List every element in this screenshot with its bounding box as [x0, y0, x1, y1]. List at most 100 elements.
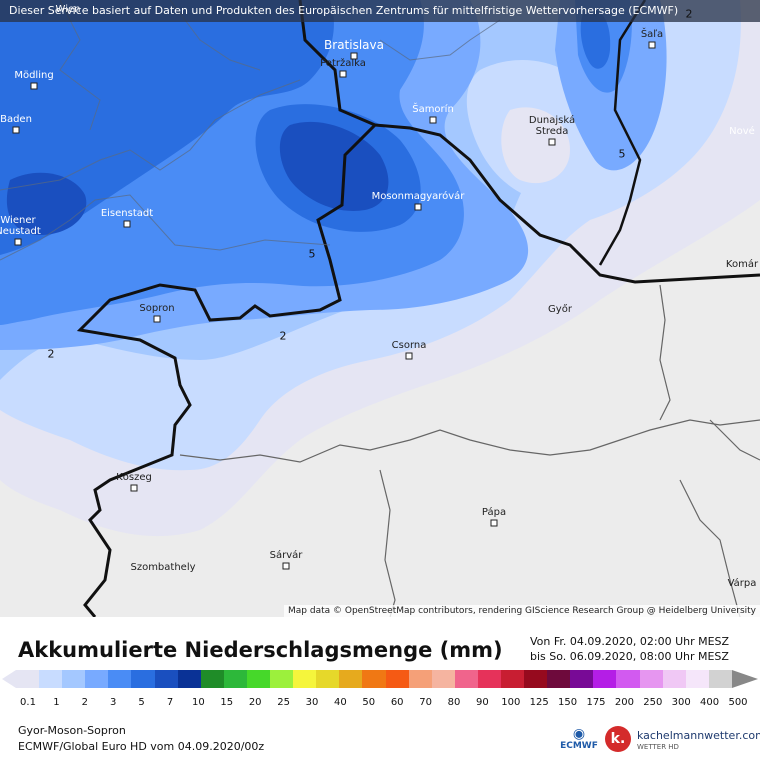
city-label: Komár	[725, 259, 759, 270]
color-scale-segment	[454, 670, 478, 688]
period-to: bis So. 06.09.2020, 08:00 Uhr MESZ	[530, 650, 729, 663]
color-scale-segment	[154, 670, 178, 688]
kachelmannwetter-logo[interactable]: k. kachelmannwetter.com WETTER HD	[605, 724, 760, 754]
color-scale-tick-label: 3	[110, 697, 117, 708]
ecmwf-disclaimer-banner: Dieser Service basiert auf Daten und Pro…	[0, 0, 760, 22]
color-scale-segment	[62, 670, 86, 688]
city-label: Dunajská Streda	[528, 115, 576, 137]
city-marker	[339, 70, 347, 78]
color-scale-tick-label: 5	[138, 697, 145, 708]
map-panel[interactable]: Dieser Service basiert auf Daten und Pro…	[0, 0, 760, 617]
city-marker	[123, 220, 131, 228]
color-scale-ticks: 0.1 1 2 3 5 7 10 15 20 25 30 40 50 60 70 80 90 100 125 150 1…	[16, 697, 758, 711]
precipitation-map	[0, 0, 760, 617]
city-marker	[12, 126, 20, 134]
kachelmann-k-icon: k.	[605, 726, 631, 752]
city-label: Sopron	[139, 303, 175, 314]
color-scale-segment	[39, 670, 63, 688]
city-label: Mosonmagyaróvár	[371, 191, 465, 202]
city-marker	[282, 562, 290, 570]
city-label: Kőszeg	[116, 472, 152, 483]
city-label: Baden	[0, 114, 32, 125]
color-scale-tick-label: 1	[53, 697, 60, 708]
contour-label: 2	[279, 329, 287, 343]
city-label: Sárvár	[269, 550, 303, 561]
city-label: Mödling	[14, 70, 54, 81]
contour-label: 5	[618, 147, 626, 161]
color-scale-segment	[570, 670, 594, 688]
city-label: Bratislava	[324, 38, 384, 52]
color-scale-segment	[477, 670, 501, 688]
color-scale-segment	[16, 670, 40, 688]
color-scale-segment	[547, 670, 571, 688]
city-label: Petržalka	[320, 58, 366, 69]
color-scale-tick-label: 200	[614, 697, 634, 708]
color-scale-segment	[662, 670, 686, 688]
color-scale-segment	[685, 670, 709, 688]
city-label: Wien	[55, 4, 81, 15]
city-marker	[130, 484, 138, 492]
color-scale-tick-label: 125	[529, 697, 549, 708]
city-marker	[429, 116, 437, 124]
color-scale-tick-label: 175	[586, 697, 606, 708]
city-label: Pápa	[481, 507, 507, 518]
brand-name: kachelmannwetter.com	[637, 729, 760, 742]
color-scale-segment	[85, 670, 109, 688]
legend-arrow-right	[732, 670, 758, 688]
city-label: Csorna	[391, 340, 427, 351]
color-scale-segment	[524, 670, 548, 688]
contour-label: 5	[308, 247, 316, 261]
city-marker	[648, 41, 656, 49]
city-label: Várpa	[727, 578, 757, 589]
period-from: Von Fr. 04.09.2020, 02:00 Uhr MESZ	[530, 635, 730, 648]
color-scale-segment	[108, 670, 132, 688]
city-label: Szombathely	[130, 562, 196, 573]
color-scale-segment	[339, 670, 363, 688]
color-scale-segment	[408, 670, 432, 688]
color-scale-segment	[270, 670, 294, 688]
color-scale-tick-label: 15	[220, 697, 234, 708]
color-scale-tick-label: 80	[447, 697, 461, 708]
color-scale-segment	[362, 670, 386, 688]
color-scale-segment	[316, 670, 340, 688]
city-label: Eisenstadt	[100, 208, 154, 219]
city-label: Šamorín	[412, 104, 454, 115]
color-scale-tick-label: 300	[671, 697, 691, 708]
color-scale-tick-label: 2	[81, 697, 88, 708]
color-scale-tick-label: 90	[476, 697, 489, 708]
contour-label: 2	[47, 347, 55, 361]
color-scale-tick-label: 100	[501, 697, 521, 708]
color-scale-segment	[708, 670, 732, 688]
color-scale-tick-label: 30	[305, 697, 319, 708]
color-scale-segment	[593, 670, 617, 688]
region-name: Gyor-Moson-Sopron	[18, 724, 126, 737]
color-scale-segment	[616, 670, 640, 688]
color-scale-segment	[639, 670, 663, 688]
color-scale-segment	[500, 670, 525, 688]
city-marker	[14, 238, 22, 246]
color-scale-tick-label: 7	[166, 697, 174, 708]
legend-arrow-left	[2, 670, 16, 688]
color-scale-tick-label: 25	[277, 697, 290, 708]
city-marker	[153, 315, 161, 323]
city-label: Senec	[451, 0, 482, 1]
model-run: ECMWF/Global Euro HD vom 04.09.2020/00z	[18, 740, 265, 753]
city-marker	[350, 52, 358, 60]
city-label: Nové	[729, 126, 755, 137]
ecmwf-icon: ◉	[572, 726, 586, 742]
city-label: Győr	[548, 304, 572, 315]
color-scale-segment	[293, 670, 317, 688]
color-scale-segment	[223, 670, 247, 688]
city-marker	[548, 138, 556, 146]
color-scale-segment	[200, 670, 224, 688]
map-attribution[interactable]: Map data © OpenStreetMap contributors, r…	[284, 605, 760, 617]
color-scale-tick-label: 60	[390, 697, 404, 708]
forecast-period: Von Fr. 04.09.2020, 02:00 Uhr MESZ bis S…	[530, 634, 750, 664]
color-scale-tick-label: 70	[419, 697, 432, 708]
color-scale-segment	[385, 670, 409, 688]
city-label: Šaľa	[640, 29, 664, 40]
city-marker	[405, 352, 413, 360]
color-scale-bar	[16, 670, 732, 688]
city-marker	[490, 519, 498, 527]
